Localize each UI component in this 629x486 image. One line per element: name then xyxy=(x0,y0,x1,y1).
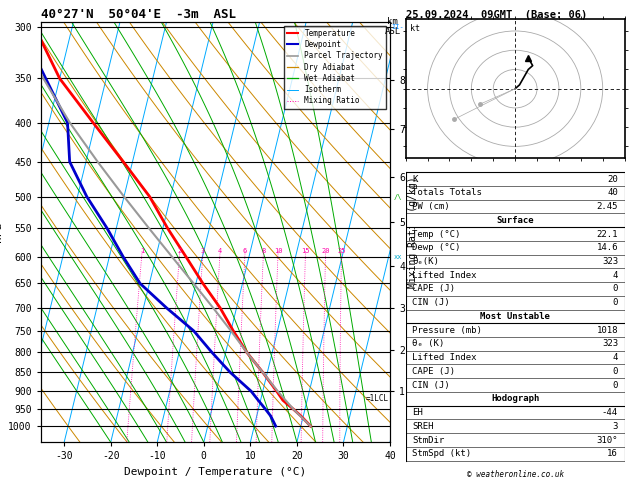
Text: θₑ (K): θₑ (K) xyxy=(412,339,445,348)
Text: 10: 10 xyxy=(274,248,282,254)
Y-axis label: Mixing Ratio (g/kg): Mixing Ratio (g/kg) xyxy=(408,176,418,288)
Text: 0: 0 xyxy=(613,298,618,307)
Text: 4: 4 xyxy=(613,353,618,362)
Text: K: K xyxy=(412,174,418,184)
Text: 8: 8 xyxy=(262,248,265,254)
Text: /\: /\ xyxy=(394,193,403,200)
Text: 1: 1 xyxy=(140,248,144,254)
X-axis label: Dewpoint / Temperature (°C): Dewpoint / Temperature (°C) xyxy=(125,467,306,477)
Text: 40: 40 xyxy=(607,188,618,197)
Text: 0: 0 xyxy=(613,381,618,390)
Text: 20: 20 xyxy=(321,248,330,254)
Text: kt: kt xyxy=(410,24,420,33)
Text: km: km xyxy=(387,17,398,26)
Text: 25.09.2024  09GMT  (Base: 06): 25.09.2024 09GMT (Base: 06) xyxy=(406,10,587,20)
Text: =1LCL: =1LCL xyxy=(365,394,389,403)
Text: StmSpd (kt): StmSpd (kt) xyxy=(412,449,471,458)
Legend: Temperature, Dewpoint, Parcel Trajectory, Dry Adiabat, Wet Adiabat, Isotherm, Mi: Temperature, Dewpoint, Parcel Trajectory… xyxy=(284,26,386,108)
Text: 22.1: 22.1 xyxy=(596,229,618,239)
Text: Totals Totals: Totals Totals xyxy=(412,188,482,197)
Text: Surface: Surface xyxy=(496,216,534,225)
Text: Lifted Index: Lifted Index xyxy=(412,271,477,280)
Text: 14.6: 14.6 xyxy=(596,243,618,252)
Text: 310°: 310° xyxy=(596,435,618,445)
Text: PW (cm): PW (cm) xyxy=(412,202,450,211)
Text: θₑ(K): θₑ(K) xyxy=(412,257,439,266)
Text: ASL: ASL xyxy=(384,27,401,36)
Text: 323: 323 xyxy=(602,257,618,266)
Bar xyxy=(406,310,625,323)
Text: 6: 6 xyxy=(243,248,247,254)
Text: 20: 20 xyxy=(607,174,618,184)
Text: Dewp (°C): Dewp (°C) xyxy=(412,243,460,252)
Text: 3: 3 xyxy=(201,248,205,254)
Text: 25: 25 xyxy=(337,248,346,254)
Text: © weatheronline.co.uk: © weatheronline.co.uk xyxy=(467,470,564,479)
Text: EH: EH xyxy=(412,408,423,417)
Text: 1018: 1018 xyxy=(596,326,618,335)
Text: 323: 323 xyxy=(602,339,618,348)
Text: Pressure (mb): Pressure (mb) xyxy=(412,326,482,335)
Text: -44: -44 xyxy=(602,408,618,417)
Text: 2.45: 2.45 xyxy=(596,202,618,211)
Text: 40°27'N  50°04'E  -3m  ASL: 40°27'N 50°04'E -3m ASL xyxy=(41,8,236,21)
Text: CAPE (J): CAPE (J) xyxy=(412,367,455,376)
Text: SREH: SREH xyxy=(412,422,434,431)
Bar xyxy=(406,392,625,406)
Text: CIN (J): CIN (J) xyxy=(412,381,450,390)
Y-axis label: hPa: hPa xyxy=(0,222,3,242)
Text: xx: xx xyxy=(394,254,403,260)
Text: 4: 4 xyxy=(613,271,618,280)
Text: 16: 16 xyxy=(607,449,618,458)
Text: Temp (°C): Temp (°C) xyxy=(412,229,460,239)
Text: 0: 0 xyxy=(613,367,618,376)
Text: 4: 4 xyxy=(218,248,222,254)
Bar xyxy=(406,213,625,227)
Text: 15: 15 xyxy=(301,248,309,254)
Text: Lifted Index: Lifted Index xyxy=(412,353,477,362)
Text: StmDir: StmDir xyxy=(412,435,445,445)
Text: Hodograph: Hodograph xyxy=(491,394,539,403)
Text: 0: 0 xyxy=(613,284,618,294)
Text: 3: 3 xyxy=(613,422,618,431)
Text: II-: II- xyxy=(392,24,404,31)
Text: 2: 2 xyxy=(177,248,182,254)
Text: CIN (J): CIN (J) xyxy=(412,298,450,307)
Text: Most Unstable: Most Unstable xyxy=(480,312,550,321)
Text: CAPE (J): CAPE (J) xyxy=(412,284,455,294)
